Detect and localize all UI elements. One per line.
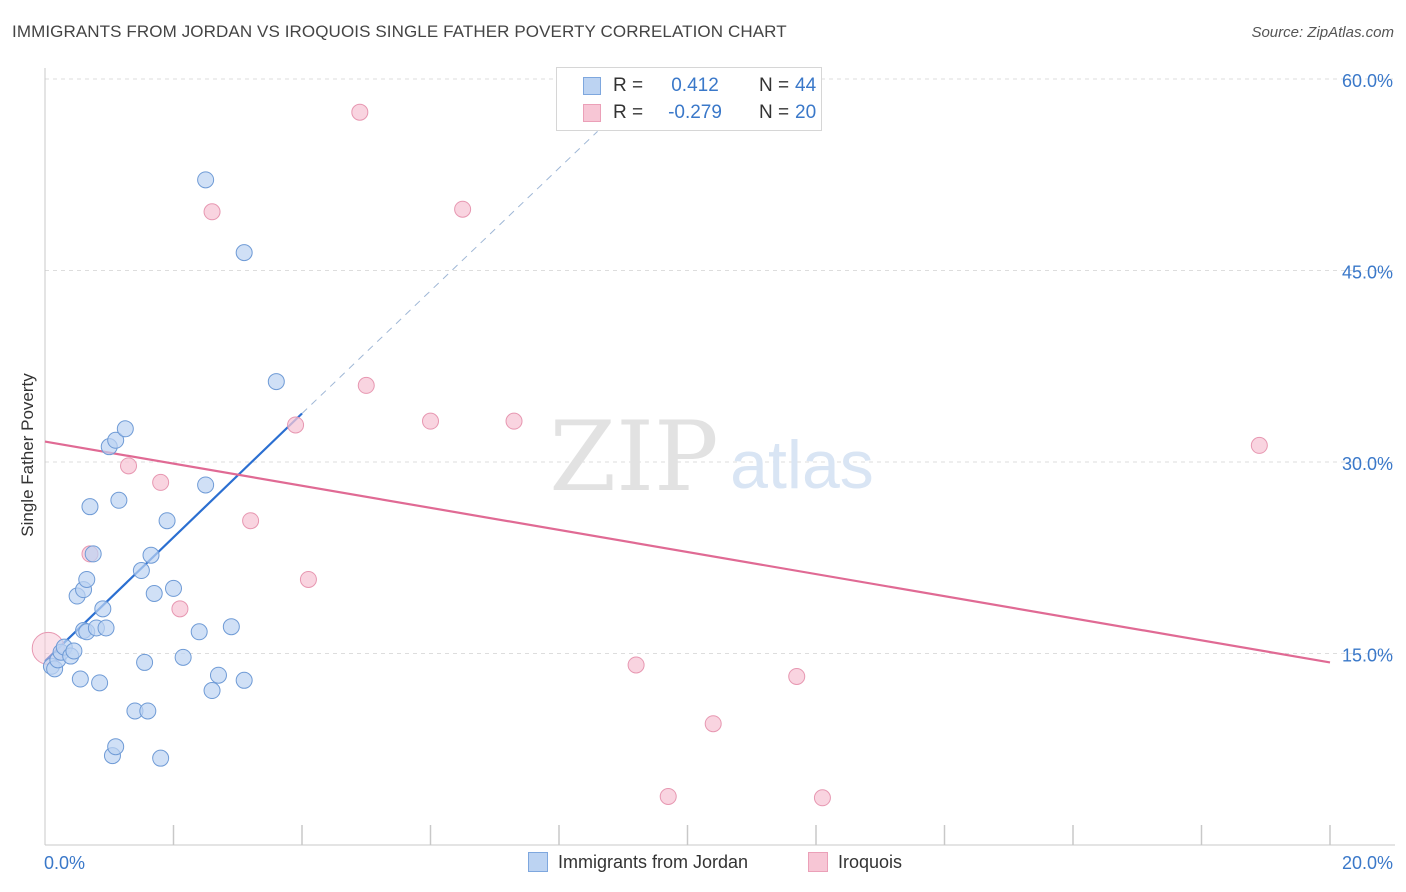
point-jordan — [110, 491, 128, 509]
legend-swatch-jordan — [583, 77, 601, 95]
axes-layer — [44, 68, 1395, 846]
point-jordan — [116, 420, 134, 438]
chart-title: IMMIGRANTS FROM JORDAN VS IROQUOIS SINGL… — [12, 22, 787, 41]
point-jordan — [197, 476, 215, 494]
point-iroquois — [120, 457, 138, 475]
watermark-zip: ZIP — [549, 401, 718, 513]
point-jordan — [142, 546, 160, 564]
point-jordan — [107, 431, 125, 449]
points-layer — [31, 103, 1268, 807]
legend-r-label: R = — [613, 75, 644, 96]
trend-line-jordan-extension — [301, 130, 598, 414]
point-iroquois — [422, 412, 439, 430]
y-tick-label: 30.0% — [1342, 454, 1393, 474]
point-jordan — [209, 666, 227, 684]
point-jordan — [235, 244, 253, 262]
point-jordan — [152, 749, 170, 767]
trend-layer — [44, 130, 1331, 664]
bottom-legend-label-jordan: Immigrants from Jordan — [558, 852, 749, 872]
legend-n-label: N = — [759, 102, 790, 123]
point-iroquois — [171, 600, 189, 618]
legend-r-value: -0.279 — [668, 102, 722, 123]
bottom-legend-swatch-jordan — [528, 852, 548, 872]
legend-swatch-iroquois — [583, 104, 601, 122]
y-axis-label: Single Father Poverty — [18, 373, 37, 537]
bottom-legend-iroquois: Iroquois — [808, 852, 902, 873]
point-iroquois — [287, 416, 305, 434]
point-jordan — [65, 642, 83, 660]
trend-line-jordan — [44, 412, 303, 662]
point-iroquois — [813, 789, 831, 807]
point-iroquois — [1250, 436, 1268, 454]
point-jordan — [97, 619, 115, 637]
point-jordan — [78, 570, 96, 588]
point-jordan — [158, 512, 176, 530]
point-jordan — [267, 373, 285, 391]
point-iroquois — [242, 512, 260, 530]
point-jordan — [107, 738, 125, 756]
point-iroquois — [788, 667, 806, 685]
legend-n-value: 20 — [795, 102, 817, 123]
watermark: ZIP atlas — [549, 401, 873, 513]
bottom-legend-label-iroquois: Iroquois — [838, 852, 903, 872]
point-iroquois — [659, 787, 677, 805]
point-jordan — [139, 702, 157, 720]
point-jordan — [145, 584, 163, 602]
point-iroquois — [704, 715, 722, 733]
stats-legend: R = 0.412 N = 44 R = -0.279 N = 20 — [556, 67, 822, 131]
y-tick-label: 60.0% — [1342, 71, 1393, 91]
point-jordan — [235, 671, 253, 689]
legend-r-label: R = — [613, 102, 644, 123]
ticklabel-layer: 15.0% 30.0% 45.0% 60.0% 0.0% 20.0% — [44, 71, 1393, 873]
point-jordan — [136, 653, 154, 671]
point-iroquois — [505, 412, 523, 430]
grid-layer — [45, 78, 1395, 654]
trend-line-iroquois — [44, 440, 1331, 664]
watermark-atlas: atlas — [730, 427, 874, 503]
point-jordan — [222, 618, 240, 636]
legend-n-value: 44 — [795, 75, 817, 96]
point-iroquois — [299, 570, 317, 588]
point-jordan — [91, 674, 109, 692]
bottom-legend-swatch-iroquois — [808, 852, 828, 872]
source-label: Source: ZipAtlas.com — [1251, 24, 1394, 41]
legend-n-label: N = — [759, 75, 790, 96]
point-jordan — [132, 562, 150, 580]
point-iroquois — [454, 200, 472, 218]
bottom-legend-jordan: Immigrants from Jordan — [528, 852, 748, 873]
point-iroquois — [357, 376, 375, 394]
legend-r-value: 0.412 — [671, 75, 719, 96]
point-jordan — [94, 600, 112, 618]
y-tick-label: 15.0% — [1342, 646, 1393, 666]
point-iroquois — [627, 656, 645, 674]
x-tick-label: 20.0% — [1342, 853, 1393, 873]
point-iroquois — [351, 103, 369, 121]
point-jordan — [203, 682, 221, 700]
point-jordan — [190, 623, 208, 641]
point-iroquois — [152, 473, 170, 491]
point-jordan — [197, 171, 215, 189]
point-jordan — [71, 670, 89, 688]
point-iroquois — [203, 203, 221, 221]
x-tick-label: 0.0% — [44, 853, 85, 873]
point-jordan — [81, 498, 99, 516]
point-jordan — [174, 648, 192, 666]
point-jordan — [165, 579, 182, 597]
y-tick-label: 45.0% — [1342, 263, 1393, 283]
point-jordan — [84, 545, 102, 563]
